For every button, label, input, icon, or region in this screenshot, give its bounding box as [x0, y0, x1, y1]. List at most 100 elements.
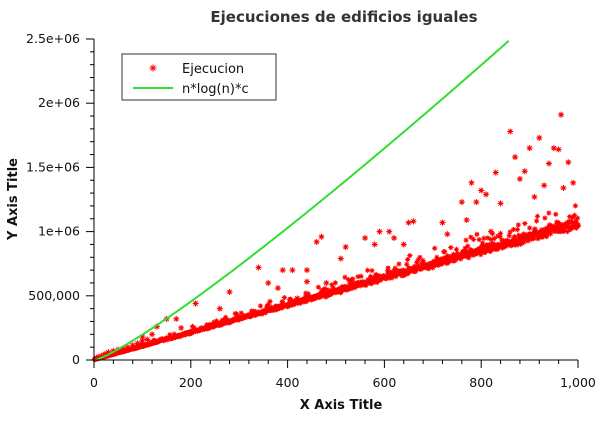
scatter-point [289, 298, 295, 304]
scatter-point [521, 168, 528, 175]
scatter-point [317, 290, 324, 297]
scatter-point [463, 237, 469, 243]
scatter-point [570, 223, 576, 229]
scatter-point [357, 282, 364, 289]
scatter-point [560, 184, 567, 191]
scatter-point [358, 273, 364, 279]
scatter-point [432, 245, 438, 251]
scatter-point [371, 241, 378, 248]
scatter-point [391, 235, 398, 242]
scatter-point [381, 273, 388, 280]
scatter-point [274, 285, 281, 292]
scatter-point [294, 295, 301, 302]
scatter-point [373, 272, 379, 278]
scatter-point [419, 263, 426, 269]
y-tick-label: 0 [72, 352, 80, 367]
scatter-point [550, 223, 556, 229]
scatter-point [514, 242, 520, 248]
scatter-point [305, 291, 311, 297]
scatter-point [522, 220, 528, 227]
line-series-nlogn [94, 40, 510, 361]
scatter-point [216, 305, 223, 312]
scatter-point [570, 179, 577, 186]
scatter-point [501, 241, 507, 247]
chart-title: Ejecuciones de edificios iguales [210, 8, 477, 26]
scatter-point [371, 279, 377, 285]
scatter-point [440, 259, 446, 265]
scatter-point [280, 300, 286, 306]
scatter-point [417, 254, 423, 260]
scatter-point [533, 228, 539, 234]
scatter-point [265, 279, 272, 286]
scatter-point [385, 265, 391, 271]
legend-marker-ejecucion [149, 64, 157, 72]
scatter-point [429, 264, 436, 271]
scatter-point [463, 248, 469, 254]
scatter-point [557, 229, 563, 235]
x-tick-label: 1,000 [560, 375, 596, 390]
scatter-point [284, 303, 291, 310]
scatter-point [561, 226, 568, 232]
scatter-point [531, 193, 538, 200]
scatter-point [485, 235, 491, 241]
scatter-point [346, 286, 352, 292]
scatter-point [499, 237, 505, 243]
scatter-point [466, 252, 472, 258]
scatter-point [488, 236, 494, 243]
scatter-point [486, 242, 493, 248]
scatter-point [355, 274, 361, 280]
scatter-point [415, 257, 421, 263]
scatter-point [572, 203, 578, 209]
scatter-point [476, 236, 482, 243]
scatter-point [538, 231, 544, 237]
scatter-point [561, 228, 567, 234]
scatter-point [565, 224, 571, 230]
scatter-point [405, 270, 411, 276]
scatter-point [506, 233, 512, 239]
scatter-point [257, 303, 264, 309]
scatter-point [439, 219, 446, 226]
scatter-point [427, 263, 433, 269]
scatter-point [508, 242, 514, 248]
scatter-point [547, 231, 554, 237]
scatter-point [303, 267, 310, 274]
x-tick-label: 0 [90, 375, 98, 390]
scatter-point [541, 231, 548, 237]
scatter-point [425, 266, 432, 272]
scatter-point [454, 250, 460, 257]
scatter-point [555, 146, 562, 153]
scatter-point [434, 254, 440, 260]
legend: Ejecucion n*log(n)*c [121, 53, 277, 101]
scatter-point [342, 274, 348, 280]
scatter-point [376, 273, 382, 279]
scatter-point [481, 235, 487, 241]
scatter-point [534, 218, 540, 224]
scatter-point [369, 268, 375, 274]
scatter-point [178, 324, 185, 331]
scatter-point [238, 310, 244, 316]
scatter-point [213, 318, 220, 324]
scatter-point [407, 252, 413, 259]
scatter-point [120, 345, 127, 352]
scatter-point [139, 333, 146, 340]
scatter-point [473, 199, 480, 206]
scatter-point [279, 267, 286, 274]
scatter-point [378, 277, 384, 283]
y-tick-label: 2.5e+06 [26, 31, 80, 46]
scatter-point [350, 276, 356, 282]
scatter-point [313, 238, 320, 245]
scatter-point [537, 229, 543, 235]
scatter-point [129, 342, 136, 349]
scatter-point [550, 145, 557, 152]
axes: 0 500,000 1e+06 1.5e+06 2e+06 2.5e+06 0 200 400 6… [26, 31, 596, 390]
scatter-point [545, 160, 552, 167]
scatter-point [400, 241, 407, 248]
scatter-point [559, 224, 565, 230]
scatter-point [279, 305, 285, 311]
scatter-point [368, 273, 374, 280]
scatter-point [149, 331, 156, 338]
scatter-point [536, 134, 543, 141]
scatter-point [322, 285, 328, 292]
y-axis-title: Y Axis Title [6, 158, 21, 241]
y-tick-label: 2e+06 [38, 95, 80, 110]
